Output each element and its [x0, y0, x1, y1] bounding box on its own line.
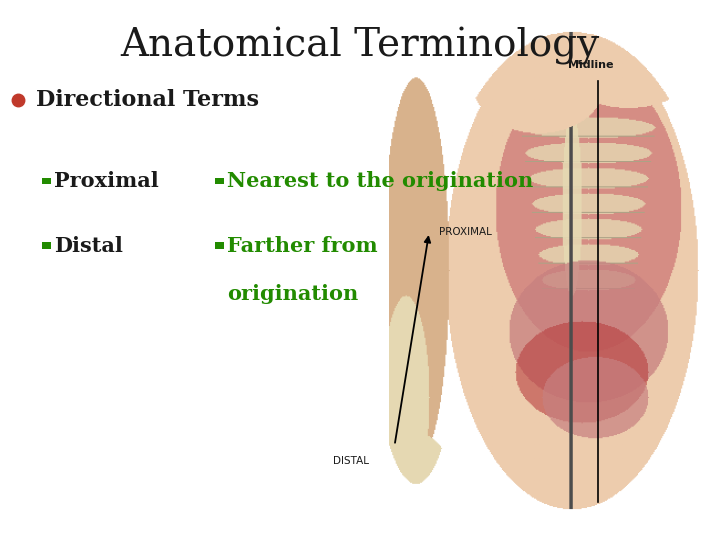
Text: Farther from: Farther from [227, 235, 377, 256]
Text: Proximal: Proximal [54, 171, 158, 191]
FancyBboxPatch shape [215, 178, 224, 184]
Text: Directional Terms: Directional Terms [36, 89, 259, 111]
Text: Distal: Distal [54, 235, 123, 256]
Text: Midline: Midline [567, 60, 613, 70]
Text: Anatomical Terminology: Anatomical Terminology [120, 27, 600, 65]
Text: origination: origination [227, 284, 358, 305]
FancyBboxPatch shape [215, 242, 224, 249]
FancyBboxPatch shape [42, 178, 51, 184]
Text: PROXIMAL: PROXIMAL [439, 227, 492, 237]
FancyBboxPatch shape [42, 242, 51, 249]
Text: Nearest to the origination: Nearest to the origination [227, 171, 533, 191]
Text: DISTAL: DISTAL [333, 456, 369, 467]
